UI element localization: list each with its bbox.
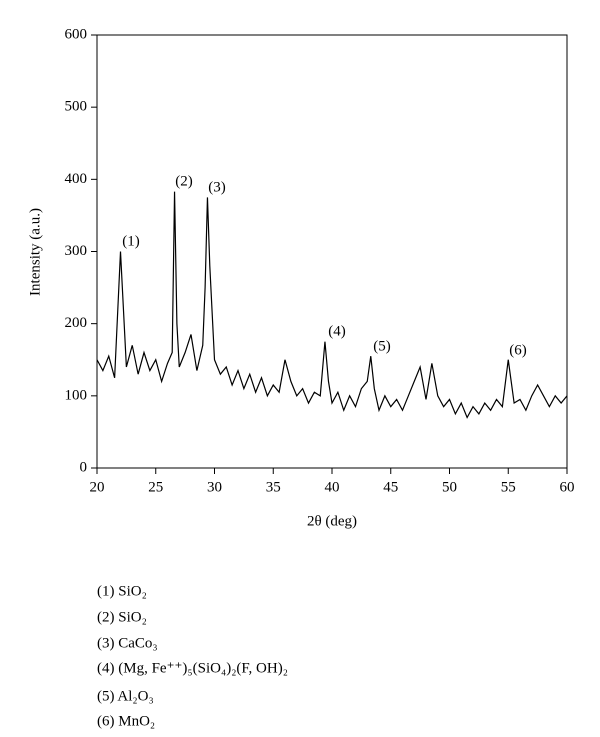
x-tick-label: 40 [325,479,340,495]
peak-annotation: (5) [373,338,391,354]
legend-note: (3) CaCo₃ [97,635,158,651]
x-tick-label: 25 [148,479,163,495]
data-line [96,191,568,419]
y-tick-label: 200 [65,315,88,331]
y-tick-label: 500 [65,99,88,115]
peak-annotation: (2) [175,173,193,189]
x-tick-label: 20 [90,479,105,495]
x-axis-label: 2θ (deg) [307,513,357,529]
x-tick-label: 45 [383,479,398,495]
x-tick-label: 60 [560,479,575,495]
y-tick-label: 600 [65,26,88,42]
y-tick-label: 300 [65,243,88,259]
peak-annotation: (6) [509,342,527,358]
y-tick-label: 0 [80,459,88,475]
y-tick-label: 400 [65,171,88,187]
x-tick-label: 50 [442,479,457,495]
legend-note: (2) SiO₂ [97,609,147,625]
peak-annotation: (1) [122,233,140,249]
peak-annotation: (3) [208,179,226,195]
legend-note: (6) MnO₂ [97,713,155,729]
legend-note: (5) Al₂O₃ [97,688,154,704]
x-tick-label: 30 [207,479,222,495]
x-tick-label: 55 [501,479,516,495]
y-axis-label: Intensity (a.u.) [27,208,43,296]
legend-note: (4) (Mg, Fe⁺⁺)₅(SiO₄)₂(F, OH)₂ [97,660,288,676]
y-tick-label: 100 [65,387,88,403]
x-tick-label: 35 [266,479,281,495]
legend-note: (1) SiO₂ [97,583,147,599]
peak-annotation: (4) [328,323,346,339]
